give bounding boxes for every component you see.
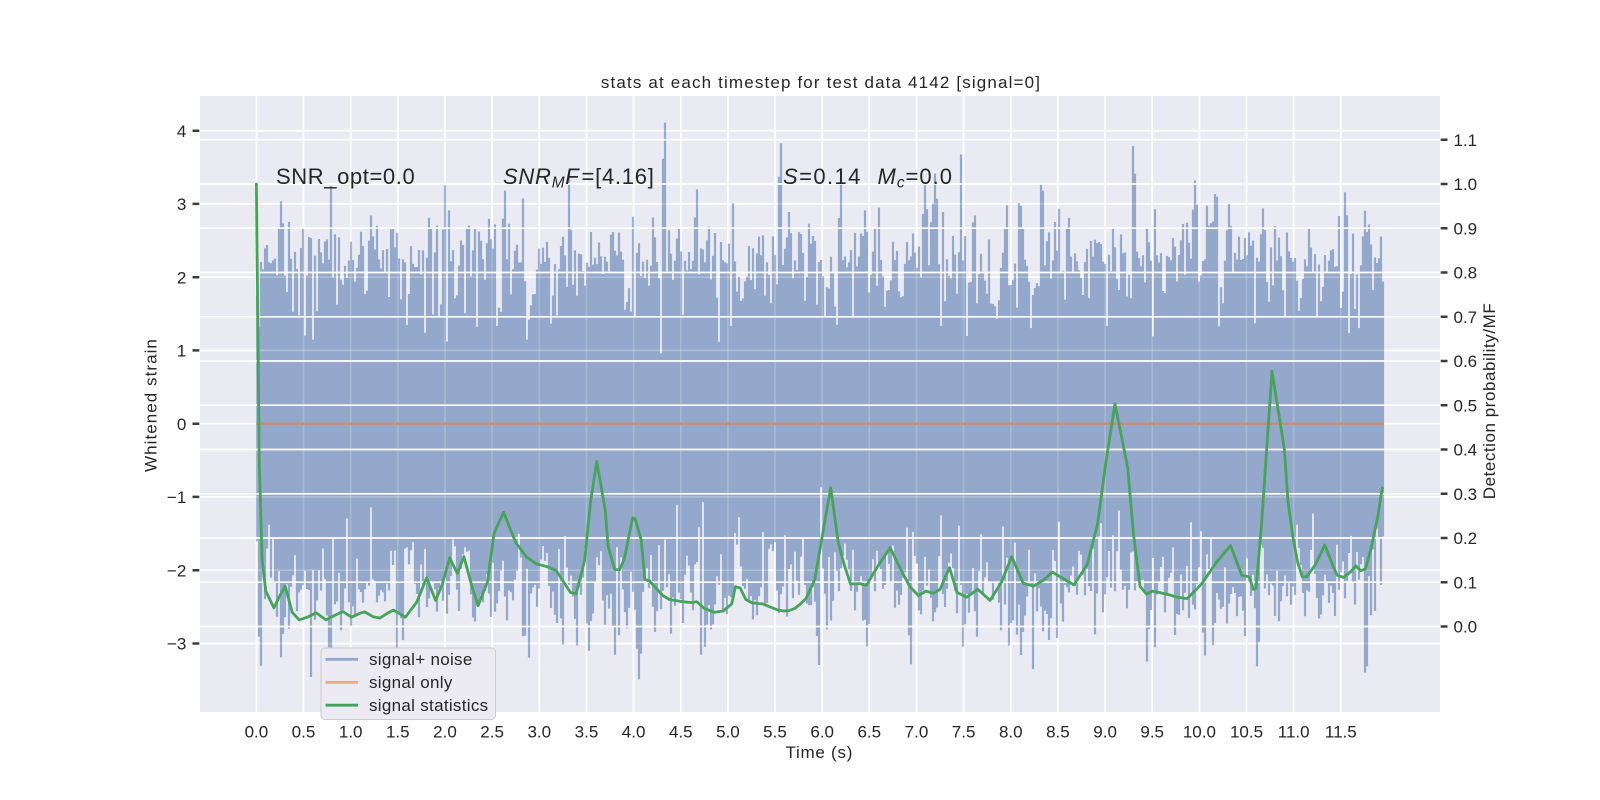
svg-text:10.0: 10.0: [1183, 722, 1216, 741]
svg-text:7.5: 7.5: [952, 722, 976, 741]
svg-text:3.5: 3.5: [575, 722, 599, 741]
svg-text:0.5: 0.5: [292, 722, 316, 741]
svg-text:SNR_opt=0.0: SNR_opt=0.0: [276, 164, 415, 189]
svg-text:Detection probability/MF: Detection probability/MF: [1480, 303, 1499, 500]
svg-text:SNRMF=[4.16]: SNRMF=[4.16]: [503, 164, 655, 191]
svg-text:4.0: 4.0: [622, 722, 646, 741]
svg-text:0.2: 0.2: [1454, 529, 1478, 548]
svg-text:Time (s): Time (s): [785, 743, 853, 762]
svg-text:9.5: 9.5: [1140, 722, 1164, 741]
svg-text:0.4: 0.4: [1454, 441, 1478, 460]
svg-text:11.5: 11.5: [1325, 722, 1357, 741]
svg-text:0.0: 0.0: [1454, 618, 1478, 637]
svg-text:stats at each timestep for tes: stats at each timestep for test data 414…: [601, 73, 1041, 92]
svg-text:0.9: 0.9: [1454, 219, 1478, 238]
svg-text:3: 3: [177, 195, 186, 214]
svg-text:−2: −2: [167, 561, 186, 580]
svg-text:7.0: 7.0: [905, 722, 929, 741]
svg-text:signal only: signal only: [369, 673, 453, 692]
svg-text:0.6: 0.6: [1454, 352, 1478, 371]
svg-text:2.5: 2.5: [480, 722, 504, 741]
svg-text:0.1: 0.1: [1454, 573, 1478, 592]
svg-text:signal statistics: signal statistics: [369, 696, 488, 715]
svg-text:1: 1: [177, 342, 186, 361]
svg-text:6.5: 6.5: [857, 722, 881, 741]
svg-text:2.0: 2.0: [433, 722, 457, 741]
svg-text:4.5: 4.5: [669, 722, 693, 741]
svg-text:5.0: 5.0: [716, 722, 740, 741]
svg-text:3.0: 3.0: [527, 722, 551, 741]
svg-text:0.3: 0.3: [1454, 485, 1478, 504]
svg-text:5.5: 5.5: [763, 722, 787, 741]
svg-text:signal+ noise: signal+ noise: [369, 650, 473, 669]
svg-text:9.0: 9.0: [1093, 722, 1117, 741]
svg-text:8.5: 8.5: [1046, 722, 1070, 741]
svg-text:1.5: 1.5: [386, 722, 410, 741]
svg-text:2: 2: [177, 268, 186, 287]
svg-text:−3: −3: [167, 635, 186, 654]
svg-text:6.0: 6.0: [810, 722, 834, 741]
svg-text:−1: −1: [167, 488, 186, 507]
svg-text:11.0: 11.0: [1278, 722, 1310, 741]
svg-text:10.5: 10.5: [1230, 722, 1263, 741]
svg-text:1.1: 1.1: [1454, 131, 1478, 150]
svg-text:0.5: 0.5: [1454, 396, 1478, 415]
svg-text:Whitened strain: Whitened strain: [142, 338, 161, 472]
svg-text:0.8: 0.8: [1454, 264, 1478, 283]
svg-text:S=0.14: S=0.14: [783, 164, 862, 189]
svg-text:4: 4: [177, 122, 186, 141]
svg-text:1.0: 1.0: [1454, 175, 1478, 194]
svg-text:Mc=0.0: Mc=0.0: [878, 164, 953, 191]
svg-text:0.0: 0.0: [245, 722, 269, 741]
svg-text:1.0: 1.0: [339, 722, 363, 741]
svg-text:0: 0: [177, 415, 186, 434]
svg-text:0.7: 0.7: [1454, 308, 1478, 327]
svg-text:8.0: 8.0: [999, 722, 1023, 741]
